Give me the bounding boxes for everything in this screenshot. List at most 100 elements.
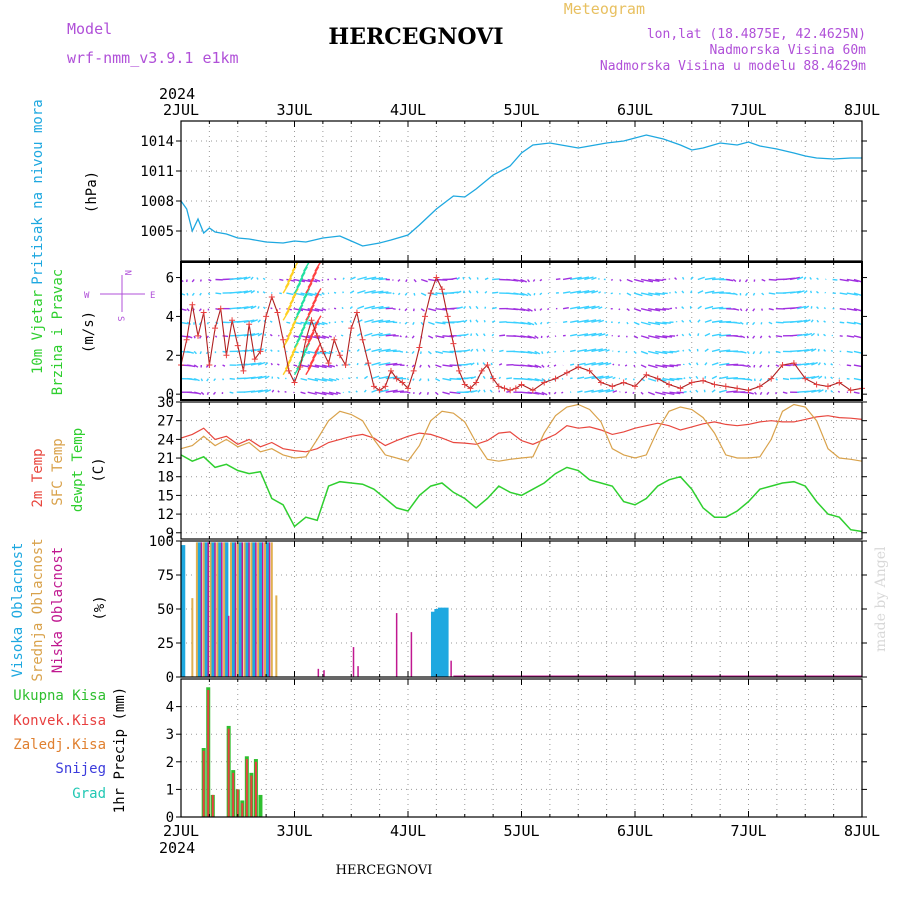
wind-arrow [648, 321, 661, 326]
wind-arrow [598, 319, 605, 323]
wind-arrow [605, 333, 609, 337]
wind-arrow [617, 321, 621, 324]
wind-arrow [633, 364, 636, 368]
wind-arrow [314, 377, 327, 382]
wind-arrow [752, 351, 756, 355]
wind-arrow [803, 276, 807, 280]
wind-arrow [413, 292, 416, 296]
wind-speed-point [325, 360, 332, 367]
wind-arrow [675, 306, 678, 310]
wind-arrow [378, 389, 389, 393]
wind-speed-point [433, 274, 440, 281]
wind-arrow [612, 390, 618, 393]
wind-arrow [349, 290, 355, 294]
wind-speed-point [575, 363, 582, 370]
wind-arrow [364, 305, 375, 310]
wind-arrow [300, 364, 309, 368]
wind-arrow [648, 335, 660, 339]
wind-arrow [371, 375, 380, 380]
wind-arrow [591, 305, 600, 310]
wind-arrow [213, 378, 217, 382]
wind-speed-point [212, 325, 219, 332]
wind-arrow [527, 377, 540, 382]
wind-arrow-storm [296, 331, 304, 343]
wind-arrow [193, 377, 200, 382]
wind-speed-point [609, 383, 616, 390]
wind-arrow [300, 391, 306, 395]
wind-arrow [697, 333, 700, 337]
wind-arrow [767, 364, 770, 368]
y-tick-label: 9 [166, 526, 174, 542]
wind-arrow [463, 306, 467, 310]
cloud-bar [214, 542, 216, 677]
y-tick-label: 1014 [140, 134, 174, 150]
wind-arrow [746, 322, 749, 325]
wind-speed-point [836, 379, 843, 386]
x-tick-label-bottom: 3JUL [276, 822, 312, 840]
cloud-bar [181, 545, 186, 677]
wind-arrow [364, 290, 376, 294]
wind-speed-point [586, 367, 593, 374]
cloud-bar [352, 647, 355, 677]
y-tick-label: 2 [166, 755, 174, 771]
wind-arrow [520, 350, 533, 354]
wind-arrow [753, 378, 756, 382]
wind-arrow [257, 319, 261, 323]
wind-arrow [349, 306, 353, 310]
wind-arrow [468, 276, 472, 280]
wind-arrow [420, 278, 428, 283]
wind-speed-point [501, 385, 508, 392]
wind-arrow [520, 321, 531, 326]
wind-arrow [739, 308, 743, 312]
wind-arrow [754, 391, 757, 395]
wind-arrow [357, 289, 366, 294]
wind-arrow-storm [309, 271, 317, 283]
wind-arrow [483, 319, 486, 323]
wind-arrow [418, 391, 422, 395]
wind-speed-point [711, 381, 718, 388]
wind-arrow [476, 348, 479, 352]
temp-title-3: dewpt Temp [70, 428, 86, 512]
x-tick-label-bottom: 2JUL [163, 822, 199, 840]
wind-arrow [577, 276, 590, 281]
wind-arrow [419, 351, 422, 355]
wind-speed-point [495, 383, 502, 390]
wind-arrow [662, 321, 671, 324]
wind-arrow [655, 364, 668, 368]
wind-speed-point [484, 362, 491, 369]
wind-arrow [435, 377, 441, 382]
wind-arrow-storm [305, 337, 313, 348]
wind-arrow [605, 389, 615, 393]
wind-arrow [243, 276, 251, 281]
wind-arrow [371, 361, 381, 366]
wind-arrow [733, 307, 740, 311]
wind-arrow-storm [287, 326, 295, 337]
wind-arrow [669, 350, 677, 353]
wind-arrow [689, 390, 692, 393]
wind-arrow [378, 306, 390, 310]
wind-arrow [262, 291, 266, 294]
wind-arrow [584, 289, 595, 294]
wind-arrow [655, 350, 668, 355]
wind-arrow [591, 348, 603, 353]
wind-arrow-storm [300, 293, 308, 305]
wind-arrow [662, 364, 674, 368]
wind-arrow [662, 391, 675, 395]
wind-arrow [633, 335, 639, 339]
wind-arrow [456, 306, 463, 310]
wind-arrow [385, 349, 397, 353]
cloud-bar [444, 607, 449, 677]
wind-speed-point [422, 313, 429, 320]
wind-arrow [475, 332, 479, 337]
wind-arrow [200, 378, 204, 382]
wind-arrow [378, 362, 391, 366]
y-tick-label: 25 [157, 636, 174, 652]
wind-arrow [236, 290, 249, 294]
wind-arrow [681, 306, 685, 310]
wind-arrow [655, 278, 664, 282]
x-tick-label-bottom: 4JUL [390, 822, 426, 840]
wind-arrow [378, 333, 391, 337]
wind-arrow [427, 364, 431, 368]
